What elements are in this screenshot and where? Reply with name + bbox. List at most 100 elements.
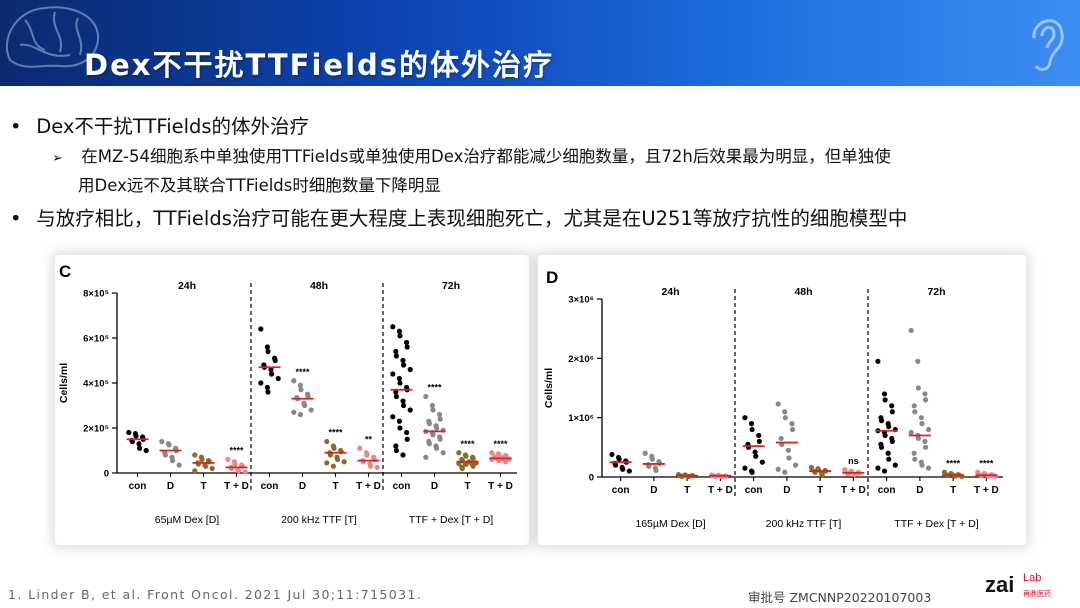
treatment-label: 200 kHz TTF [T] <box>766 518 842 530</box>
data-point <box>264 344 270 350</box>
significance-label: **** <box>493 439 508 449</box>
data-point <box>404 436 410 442</box>
data-point <box>748 421 755 427</box>
data-point <box>489 450 495 456</box>
treatment-label: 65µM Dex [D] <box>155 514 219 526</box>
timepoint-label: 48h <box>310 280 328 292</box>
data-point <box>374 464 380 470</box>
data-point <box>327 452 333 458</box>
data-point <box>752 449 758 455</box>
x-tick-label: T + D <box>488 481 513 492</box>
data-point <box>922 397 929 403</box>
panel-label: D <box>546 268 558 287</box>
data-point <box>470 463 476 469</box>
data-point <box>407 407 413 413</box>
x-tick-label: T <box>684 485 690 496</box>
data-point <box>324 460 330 466</box>
x-tick-label: D <box>431 481 438 492</box>
data-point <box>275 375 281 382</box>
data-point <box>911 450 917 456</box>
x-tick-label: con <box>878 485 896 496</box>
data-point <box>789 421 795 427</box>
data-point <box>620 466 626 472</box>
data-point <box>137 445 143 451</box>
data-point <box>335 456 341 463</box>
data-point <box>612 462 619 468</box>
data-point <box>463 453 469 459</box>
data-point <box>653 467 659 474</box>
data-point <box>919 421 925 427</box>
data-point <box>265 348 271 355</box>
data-point <box>642 450 648 456</box>
footer-approval-code: 审批号 ZMCNNP20220107003 <box>748 590 932 605</box>
data-point <box>912 456 918 462</box>
data-point <box>925 465 932 471</box>
data-point <box>393 447 399 454</box>
data-point <box>749 426 755 433</box>
data-point <box>407 366 413 373</box>
data-point <box>397 380 403 386</box>
treatment-label: TTF + Dex [T + D] <box>894 518 978 530</box>
data-point <box>291 409 297 415</box>
data-point <box>434 445 440 451</box>
significance-label: **** <box>946 458 961 468</box>
x-tick-label: T + D <box>708 485 733 496</box>
x-tick-label: D <box>650 485 657 496</box>
data-point <box>258 326 264 332</box>
x-tick-label: T <box>200 481 206 492</box>
data-point <box>192 452 198 458</box>
data-point <box>401 362 407 368</box>
data-point <box>298 387 304 393</box>
data-point <box>756 438 762 444</box>
data-point <box>819 472 825 478</box>
y-tick-label: 0 <box>589 473 594 484</box>
data-point <box>878 444 885 450</box>
data-point <box>423 393 429 400</box>
x-tick-label: T + D <box>974 485 999 496</box>
data-point <box>922 438 928 444</box>
data-point <box>881 391 888 397</box>
chart-d-svg: D 0 1×10⁶ 2×10⁶ 3×10⁶ Cells/ml 24h 165µM Dex [D… <box>543 268 1003 530</box>
x-tick-label: T <box>332 481 338 492</box>
data-point <box>265 389 271 395</box>
y-tick-label: 6×10⁵ <box>83 334 109 345</box>
logo-cn-text: 再鼎医药 <box>1023 590 1051 598</box>
y-tick-label: 2×10⁵ <box>83 424 109 435</box>
data-point <box>264 384 270 391</box>
bullet-2: • 与放疗相比，TTFields治疗可能在更大程度上表现细胞死亡，尤其是在U25… <box>10 202 907 231</box>
data-point <box>162 452 168 458</box>
data-point <box>166 442 172 448</box>
data-point <box>609 451 615 458</box>
treatment-label: 165µM Dex [D] <box>635 518 705 530</box>
data-point <box>778 435 784 442</box>
data-point <box>889 409 895 415</box>
data-point <box>390 414 396 420</box>
chart-panel-d: D 0 1×10⁶ 2×10⁶ 3×10⁶ Cells/ml 24h 165µM Dex [D… <box>538 255 1026 545</box>
timepoint-label: 72h <box>442 280 460 292</box>
bullet-2-text: 与放疗相比，TTFields治疗可能在更大程度上表现细胞死亡，尤其是在U251等… <box>36 207 908 230</box>
data-point <box>430 432 436 438</box>
data-point <box>782 415 788 421</box>
data-point <box>919 462 925 468</box>
data-point <box>331 445 337 451</box>
data-point <box>646 463 652 469</box>
bullet-1-text: Dex不干扰TTFields的体外治疗 <box>36 115 310 138</box>
data-point <box>143 447 149 454</box>
data-point <box>922 444 929 450</box>
sub-bullet-text-1: 在MZ-54细胞系中单独使用TTFields或单独使用Dex治疗都能减少细胞数量… <box>81 147 891 166</box>
data-point <box>785 447 791 453</box>
y-tick-label: 3×10⁶ <box>568 295 594 306</box>
logo-main-text: zai <box>985 572 1015 597</box>
data-point <box>912 409 918 415</box>
data-point <box>782 409 788 415</box>
y-tick-label: 4×10⁵ <box>83 379 109 390</box>
timepoint-label: 48h <box>794 286 812 298</box>
x-tick-label: con <box>261 481 279 492</box>
data-point <box>742 465 748 471</box>
data-point <box>324 438 330 445</box>
data-point <box>892 462 898 468</box>
data-point <box>426 441 432 447</box>
data-point <box>129 438 135 445</box>
y-tick-label: 1×10⁶ <box>568 413 594 424</box>
data-point <box>842 467 848 473</box>
